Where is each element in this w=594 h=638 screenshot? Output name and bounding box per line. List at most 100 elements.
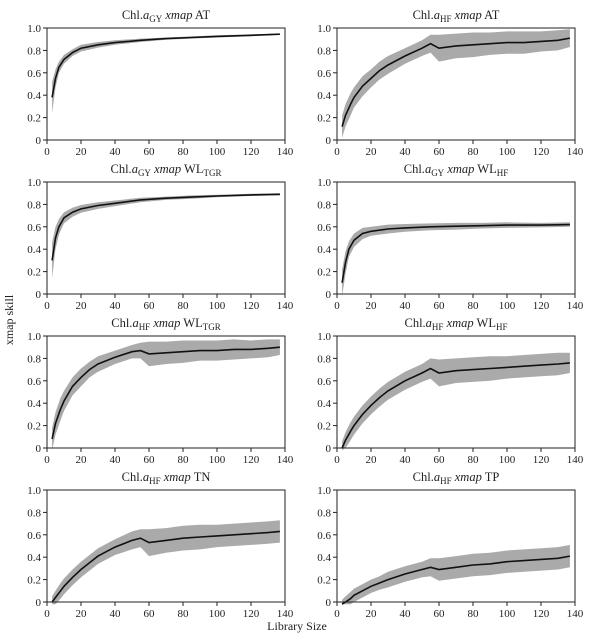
y-tick-label: 0.6 bbox=[317, 68, 331, 80]
mean-skill-line bbox=[51, 193, 280, 261]
x-tick-label: 0 bbox=[334, 300, 340, 312]
x-tick-label: 20 bbox=[76, 300, 88, 312]
title-prefix: Chl. bbox=[122, 470, 143, 484]
y-tick-label: 0.4 bbox=[317, 90, 331, 102]
title-subscript: HF bbox=[149, 476, 161, 486]
panel-title: Chl.aHF xmap TN bbox=[122, 470, 211, 486]
x-tick-label: 20 bbox=[366, 454, 378, 466]
x-tick-label: 140 bbox=[277, 300, 294, 312]
x-tick-label: 0 bbox=[334, 608, 340, 620]
y-tick-label: 0.8 bbox=[317, 353, 331, 365]
x-tick-label: 0 bbox=[44, 608, 50, 620]
title-target-subscript: TGR bbox=[203, 322, 221, 332]
x-tick-label: 120 bbox=[533, 146, 550, 158]
y-tick-label: 0.4 bbox=[317, 398, 331, 410]
y-tick-label: 0.8 bbox=[317, 45, 331, 57]
chart-panel-2: Chl.aHF xmap AT 0 20 40 60 80 100 120 140 0 0.2 0.4… bbox=[317, 8, 584, 158]
y-tick-label: 0.6 bbox=[317, 222, 331, 234]
uncertainty-band bbox=[52, 520, 280, 605]
x-tick-label: 140 bbox=[567, 454, 584, 466]
panel-title: Chl.aHF xmap WLHF bbox=[404, 316, 507, 332]
x-tick-label: 120 bbox=[243, 146, 260, 158]
plot-frame bbox=[46, 27, 286, 141]
x-tick-label: 60 bbox=[144, 454, 156, 466]
y-tick-label: 0.6 bbox=[317, 376, 331, 388]
x-axis-label: Library Size bbox=[267, 619, 327, 633]
mean-skill-line bbox=[341, 223, 570, 283]
x-tick-label: 80 bbox=[178, 454, 190, 466]
title-target: WL bbox=[180, 316, 202, 330]
mean-skill-line bbox=[51, 530, 280, 603]
y-tick-label: 0.6 bbox=[27, 376, 41, 388]
title-target: TN bbox=[191, 470, 211, 484]
panel-title: Chl.aGY xmap AT bbox=[122, 8, 211, 24]
x-tick-label: 40 bbox=[400, 454, 412, 466]
chart-panel-5: Chl.aHF xmap WLTGR 0 20 40 60 80 100 120 140 0 0.2… bbox=[27, 316, 294, 466]
x-tick-label: 60 bbox=[434, 300, 446, 312]
chart-panel-3: Chl.aGY xmap WLTGR 0 20 40 60 80 100 120 140 0 0.2… bbox=[27, 162, 294, 312]
panel-title: Chl.aHF xmap TP bbox=[413, 470, 500, 486]
title-variable: a bbox=[132, 162, 138, 176]
x-tick-label: 40 bbox=[110, 146, 122, 158]
title-target: AT bbox=[482, 8, 500, 22]
x-tick-label: 60 bbox=[434, 146, 446, 158]
y-tick-label: 0.2 bbox=[27, 267, 41, 279]
panel-title: Chl.aHF xmap WLTGR bbox=[111, 316, 221, 332]
x-tick-label: 60 bbox=[144, 146, 156, 158]
y-tick-label: 0.2 bbox=[27, 113, 41, 125]
title-method: xmap bbox=[446, 162, 474, 176]
y-tick-label: 0 bbox=[326, 597, 332, 609]
x-tick-label: 40 bbox=[400, 146, 412, 158]
chart-panel-1: Chl.aGY xmap AT 0 20 40 60 80 100 120 140 0 0.2 0.4… bbox=[27, 8, 294, 158]
y-tick-label: 0.4 bbox=[317, 244, 331, 256]
title-subscript: GY bbox=[138, 168, 151, 178]
x-tick-label: 80 bbox=[468, 454, 480, 466]
y-tick-label: 0 bbox=[36, 443, 42, 455]
y-tick-label: 1.0 bbox=[317, 23, 331, 35]
y-tick-label: 0.4 bbox=[27, 552, 41, 564]
uncertainty-band bbox=[342, 352, 570, 451]
x-tick-label: 120 bbox=[533, 454, 550, 466]
y-tick-label: 1.0 bbox=[317, 331, 331, 343]
title-variable: a bbox=[434, 8, 440, 22]
y-tick-label: 0 bbox=[326, 135, 332, 147]
x-tick-label: 0 bbox=[44, 300, 50, 312]
plot-frame bbox=[336, 27, 576, 141]
x-tick-label: 140 bbox=[277, 608, 294, 620]
y-tick-label: 0 bbox=[326, 443, 332, 455]
x-tick-label: 80 bbox=[178, 608, 190, 620]
x-tick-label: 60 bbox=[144, 300, 156, 312]
mean-skill-line bbox=[51, 346, 280, 440]
y-tick-label: 1.0 bbox=[317, 485, 331, 497]
plot-frame bbox=[336, 489, 576, 603]
title-method: xmap bbox=[446, 316, 474, 330]
mean-skill-line bbox=[341, 37, 571, 127]
chart-panel-6: Chl.aHF xmap WLHF 0 20 40 60 80 100 120 140 0 0.2 0… bbox=[317, 316, 584, 466]
y-tick-label: 1.0 bbox=[27, 331, 41, 343]
x-tick-label: 140 bbox=[277, 146, 294, 158]
x-tick-label: 100 bbox=[499, 608, 516, 620]
x-tick-label: 120 bbox=[243, 454, 260, 466]
y-tick-label: 0.8 bbox=[27, 199, 41, 211]
y-tick-label: 0.2 bbox=[317, 421, 331, 433]
x-tick-label: 140 bbox=[567, 300, 584, 312]
x-tick-label: 120 bbox=[533, 300, 550, 312]
title-method: xmap bbox=[164, 8, 192, 22]
x-tick-label: 0 bbox=[334, 454, 340, 466]
y-tick-label: 1.0 bbox=[317, 177, 331, 189]
x-tick-label: 40 bbox=[400, 300, 412, 312]
title-target: TP bbox=[482, 470, 500, 484]
uncertainty-band bbox=[52, 33, 280, 114]
x-tick-label: 80 bbox=[178, 146, 190, 158]
y-tick-label: 0.4 bbox=[27, 90, 41, 102]
title-prefix: Chl. bbox=[404, 316, 425, 330]
uncertainty-band bbox=[52, 193, 280, 279]
x-tick-label: 40 bbox=[110, 608, 122, 620]
x-tick-label: 20 bbox=[366, 300, 378, 312]
x-tick-label: 100 bbox=[499, 454, 516, 466]
title-target: WL bbox=[181, 162, 203, 176]
x-tick-label: 60 bbox=[434, 454, 446, 466]
title-target-subscript: TGR bbox=[203, 168, 221, 178]
x-tick-label: 100 bbox=[209, 146, 226, 158]
x-tick-label: 60 bbox=[144, 608, 156, 620]
